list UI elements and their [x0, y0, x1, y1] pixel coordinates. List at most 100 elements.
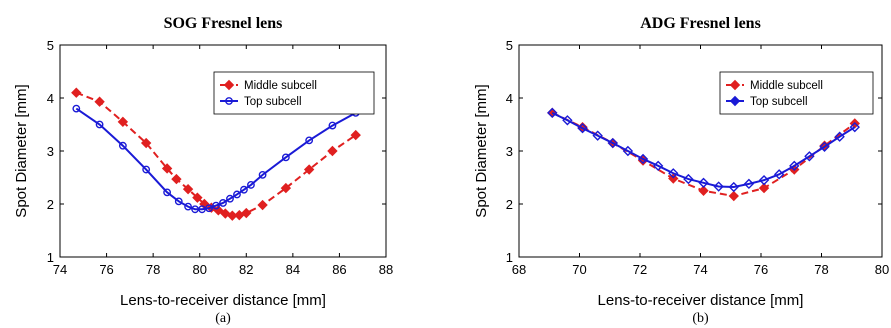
legend: Middle subcell Top subcell [719, 71, 874, 115]
data-point [652, 160, 664, 172]
y-tick-label: 1 [506, 250, 513, 265]
x-tick-label: 72 [633, 262, 647, 277]
data-point [247, 181, 255, 189]
data-point [163, 188, 172, 197]
figure-caption: (a) [215, 311, 231, 326]
data-point [241, 207, 252, 219]
data-point [327, 145, 338, 157]
x-tick-label: 76 [99, 262, 113, 277]
y-axis-label: Spot Diameter [mm] [473, 84, 490, 217]
series-line [75, 91, 357, 217]
data-point [668, 173, 679, 184]
data-point [698, 185, 709, 196]
data-point [819, 141, 830, 152]
data-point [281, 153, 290, 162]
legend-box [719, 71, 874, 115]
data-point [305, 136, 314, 145]
data-point [668, 168, 679, 179]
y-tick-label: 3 [506, 144, 513, 159]
y-axis-label: Spot Diameter [mm] [13, 84, 30, 217]
data-point [728, 190, 739, 202]
data-point [192, 192, 203, 203]
data-point [117, 116, 129, 128]
x-tick-label: 82 [239, 262, 253, 277]
data-point [303, 164, 315, 175]
data-point [95, 120, 104, 129]
y-tick-label: 5 [47, 38, 54, 53]
data-point [198, 205, 206, 214]
data-point [184, 202, 192, 211]
data-point [758, 182, 770, 194]
data-point [562, 115, 573, 126]
data-point [161, 163, 173, 174]
data-point [118, 141, 127, 150]
data-point [233, 190, 241, 199]
legend-swatch-marker [729, 79, 741, 91]
legend-swatch-marker [225, 97, 233, 105]
data-point [683, 173, 694, 185]
legend-entry-label: Top subcell [244, 96, 302, 108]
data-point [607, 137, 618, 149]
series-top-subcell [547, 107, 860, 193]
data-point [577, 123, 588, 134]
data-point [698, 177, 709, 188]
data-point [171, 173, 182, 185]
data-point [226, 194, 234, 203]
legend-entry-label: Top subcell [750, 96, 808, 108]
data-point [257, 199, 268, 211]
data-point [72, 104, 81, 113]
y-tick-label: 4 [506, 91, 513, 106]
chart-title: ADG Fresnel lens [640, 15, 761, 32]
y-tick-label: 3 [47, 144, 54, 159]
x-tick-label: 76 [754, 262, 768, 277]
x-axis-label: Lens-to-receiver distance [mm] [120, 292, 326, 309]
data-point [140, 137, 152, 149]
data-point [174, 197, 183, 206]
y-tick-label: 2 [47, 197, 54, 212]
legend-swatch-marker [223, 79, 235, 91]
series-line [75, 107, 357, 211]
x-axis-label: Lens-to-receiver distance [mm] [598, 292, 804, 309]
data-point [789, 160, 800, 172]
data-point [592, 130, 603, 141]
data-point [258, 170, 267, 179]
data-point [834, 131, 845, 142]
y-tick-label: 1 [47, 250, 54, 265]
data-point [328, 121, 337, 130]
legend-swatch-marker [729, 95, 741, 107]
data-point [713, 181, 724, 192]
chart-1: ADG Fresnel lens 68 70 72 74 76 78 80 1 2 3 4 5 Lens-… [473, 15, 889, 326]
data-point [219, 199, 227, 207]
y-tick-label: 5 [506, 38, 513, 53]
data-point [547, 107, 558, 119]
data-point [758, 174, 770, 186]
data-point [773, 169, 785, 180]
data-point [71, 87, 82, 98]
data-point [849, 121, 860, 133]
figure-caption: (b) [692, 311, 709, 326]
x-tick-label: 78 [146, 262, 160, 277]
series-top-subcell [72, 104, 360, 214]
data-point [637, 153, 649, 165]
data-point [804, 151, 815, 162]
x-tick-label: 84 [286, 262, 300, 277]
legend: Middle subcell Top subcell [213, 71, 375, 115]
series-line [551, 111, 856, 189]
data-point [743, 178, 755, 190]
x-tick-label: 80 [875, 262, 889, 277]
chart-0: SOG Fresnel lens 74 76 78 80 82 84 86 88 1 2 3 4 5 Len… [13, 15, 393, 326]
x-tick-label: 74 [53, 262, 67, 277]
data-point [182, 183, 194, 195]
data-point [240, 185, 248, 194]
data-point [212, 201, 220, 210]
data-point [622, 145, 634, 157]
x-tick-label: 74 [693, 262, 707, 277]
legend-entry-label: Middle subcell [750, 80, 823, 92]
y-tick-label: 4 [47, 91, 54, 106]
series-middle-subcell [71, 87, 361, 221]
y-tick-label: 2 [506, 197, 513, 212]
legend-box [213, 71, 375, 115]
legend-entry-label: Middle subcell [244, 80, 317, 92]
x-tick-label: 70 [572, 262, 586, 277]
